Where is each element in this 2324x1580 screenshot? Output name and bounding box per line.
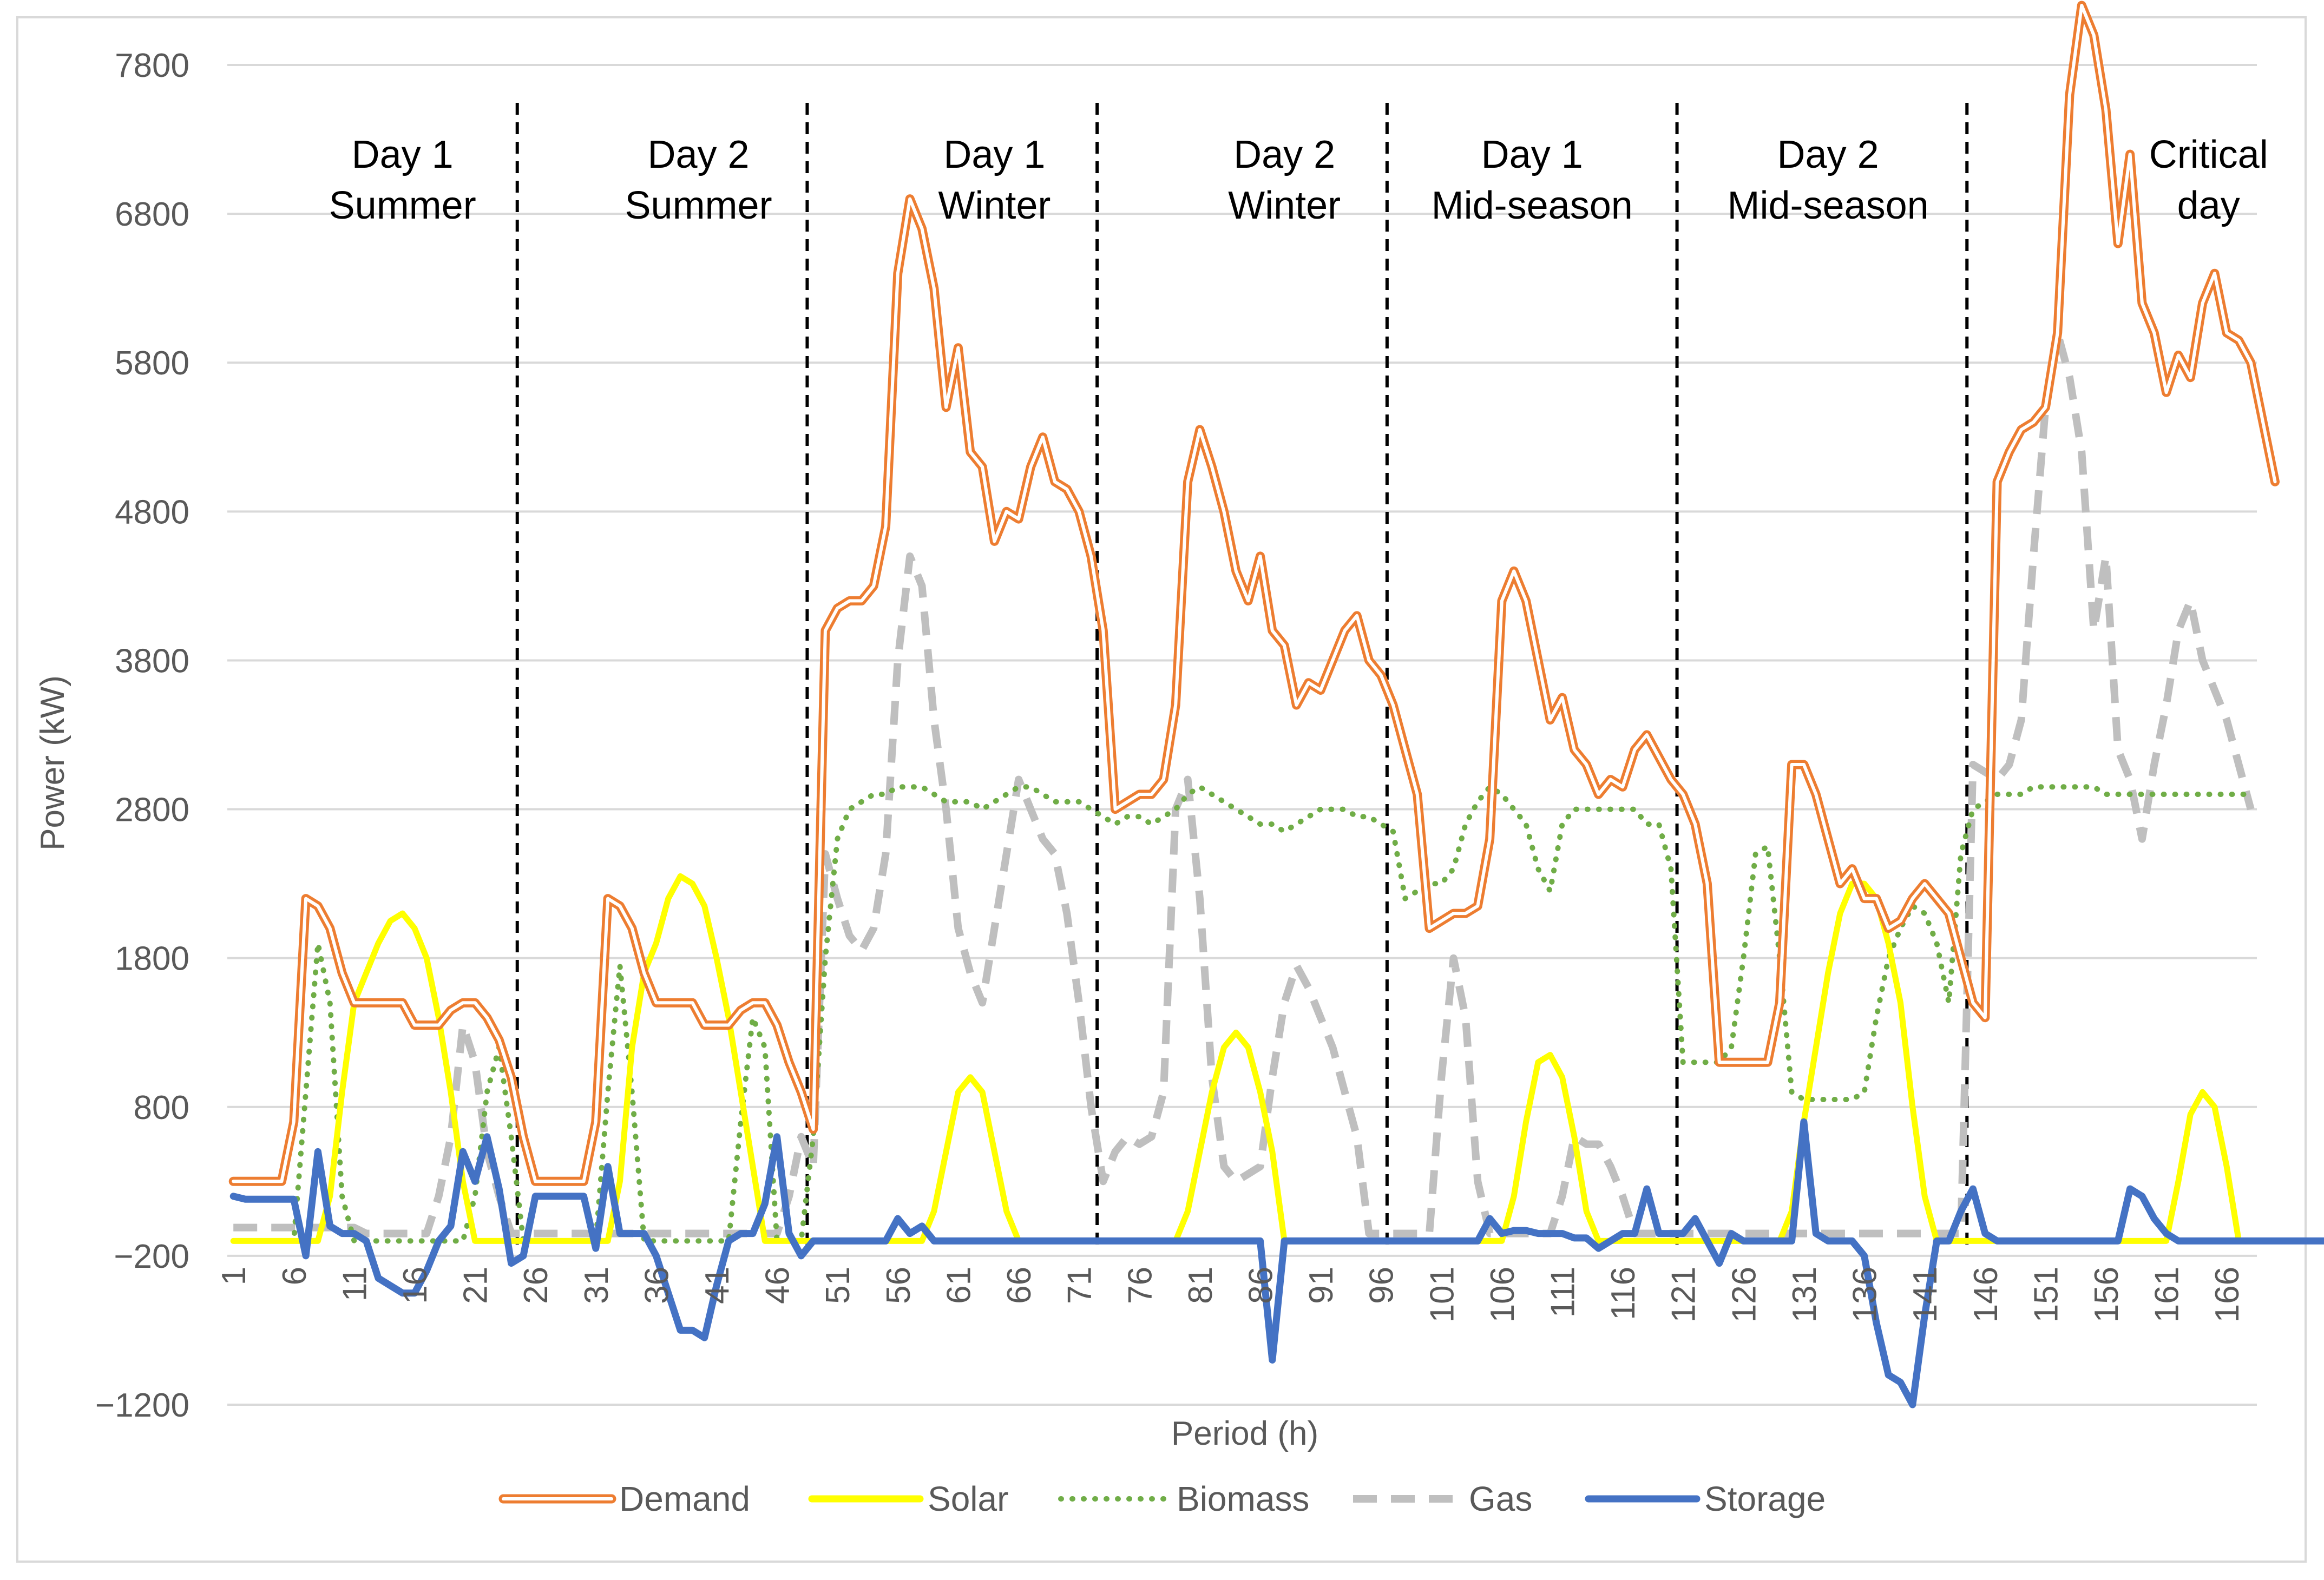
- x-tick-label: 126: [1725, 1267, 1763, 1322]
- y-tick-label: 7800: [115, 47, 189, 84]
- y-tick-label: 6800: [115, 196, 189, 233]
- legend-label-demand: Demand: [619, 1479, 750, 1518]
- x-tick-label: 136: [1847, 1267, 1884, 1322]
- x-tick-label: 121: [1665, 1267, 1703, 1322]
- y-axis-ticks: −1200 −200 800 1800 2800 3800 4800 5800 6800 7800: [95, 47, 189, 1424]
- x-tick-label: 31: [578, 1267, 615, 1304]
- gridlines: [227, 64, 2257, 1406]
- chart-frame: [16, 16, 2307, 1563]
- x-axis-title: Period (h): [1171, 1415, 1318, 1452]
- day-label-line1: Critical: [2149, 133, 2268, 176]
- x-tick-label: 26: [517, 1267, 555, 1304]
- x-tick-label: 51: [819, 1267, 857, 1304]
- x-tick-label: 141: [1907, 1267, 1944, 1322]
- day-labels: Day 1 Summer Day 2 Summer Day 1 Winter Day 2 Wi…: [329, 133, 2268, 227]
- x-tick-label: 66: [1001, 1267, 1038, 1304]
- day-label-line1: Day 2: [1233, 133, 1335, 176]
- day-label-line1: Day 2: [647, 133, 749, 176]
- series-lines: [228, 1, 2324, 1408]
- day-label-line2: Winter: [1228, 184, 1341, 227]
- x-tick-label: 56: [880, 1267, 917, 1304]
- y-tick-label: 5800: [115, 345, 189, 382]
- y-tick-label: 3800: [115, 642, 189, 680]
- day-label-line1: Day 1: [943, 133, 1045, 176]
- x-tick-label: 21: [457, 1267, 495, 1304]
- day-label-line1: Day 2: [1777, 133, 1879, 176]
- day-separators: [515, 103, 1969, 1245]
- y-tick-label: 2800: [115, 792, 189, 829]
- x-tick-label: 16: [397, 1267, 434, 1304]
- x-tick-label: 76: [1121, 1267, 1159, 1304]
- x-tick-label: 86: [1242, 1267, 1279, 1304]
- legend-label-storage: Storage: [1704, 1479, 1826, 1518]
- x-tick-label: 131: [1786, 1267, 1823, 1322]
- x-tick-label: 151: [2027, 1267, 2065, 1322]
- x-tick-label: 96: [1363, 1267, 1401, 1304]
- day-label-line2: Mid-season: [1728, 184, 1929, 227]
- series-line-gas: [233, 329, 2255, 1237]
- legend: Demand Solar Biomass Gas Storage: [498, 1479, 1826, 1518]
- legend-label-gas: Gas: [1469, 1479, 1532, 1518]
- series-line-storage: [229, 1118, 2324, 1408]
- x-tick-label: 161: [2149, 1267, 2186, 1322]
- x-tick-label: 111: [1545, 1267, 1582, 1318]
- series-line-demand: [228, 1, 2280, 1186]
- y-tick-label: −1200: [95, 1387, 189, 1424]
- x-tick-label: 36: [638, 1267, 675, 1304]
- x-tick-label: 146: [1967, 1267, 2005, 1322]
- y-tick-label: 800: [134, 1089, 189, 1127]
- x-tick-label: 101: [1423, 1267, 1461, 1322]
- x-tick-label: 91: [1303, 1267, 1340, 1304]
- y-tick-label: 1800: [115, 940, 189, 978]
- day-label-line1: Day 1: [1481, 133, 1583, 176]
- day-label-line2: Summer: [625, 184, 772, 227]
- x-tick-label: 1: [215, 1267, 253, 1285]
- day-label-line2: Mid-season: [1432, 184, 1633, 227]
- legend-label-biomass: Biomass: [1177, 1479, 1309, 1518]
- y-tick-label: 4800: [115, 493, 189, 531]
- x-tick-label: 116: [1605, 1267, 1642, 1320]
- x-tick-label: 41: [699, 1267, 736, 1304]
- x-tick-label: 11: [336, 1267, 373, 1301]
- x-tick-label: 6: [276, 1267, 313, 1285]
- day-label-line2: Summer: [329, 184, 476, 227]
- y-tick-label: −200: [114, 1238, 189, 1275]
- x-tick-label: 71: [1061, 1267, 1099, 1304]
- x-tick-label: 81: [1182, 1267, 1219, 1304]
- x-tick-label: 106: [1484, 1267, 1521, 1322]
- x-tick-label: 46: [759, 1267, 797, 1304]
- y-axis-title: Power (kW): [34, 675, 71, 851]
- x-tick-label: 61: [940, 1267, 977, 1304]
- day-label-line2: Winter: [938, 184, 1051, 227]
- legend-label-solar: Solar: [928, 1479, 1008, 1518]
- series-line-demand-inner: [232, 4, 2277, 1183]
- x-tick-label: 156: [2088, 1267, 2125, 1322]
- x-axis-ticks: 1 6 11 16 21 26 31 36 41 46 51 56 61 66 71 76 81 86 91 96 10…: [215, 1267, 2246, 1322]
- day-label-line2: day: [2177, 184, 2240, 227]
- day-label-line1: Day 1: [352, 133, 454, 176]
- x-tick-label: 166: [2209, 1267, 2246, 1322]
